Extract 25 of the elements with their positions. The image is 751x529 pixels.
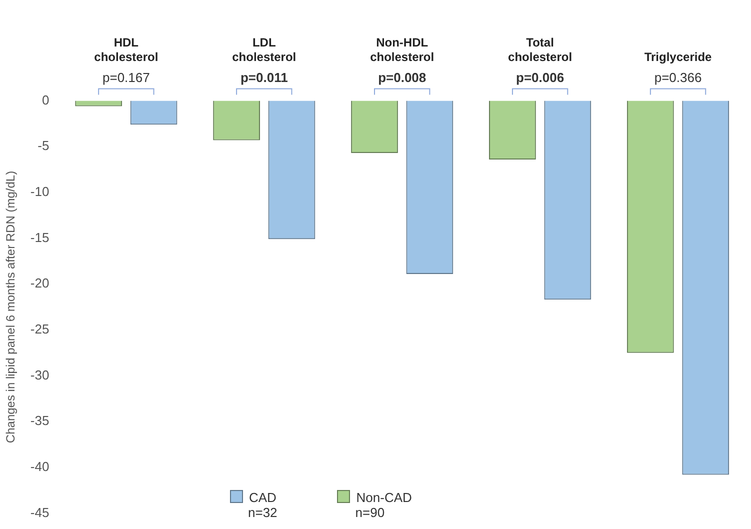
x-tick-label: Non-HDL cholesterol [370,36,434,64]
x-tick-label: Triglyceride [644,50,712,64]
text: p=0.167 [102,70,150,85]
text: p=0.008 [378,70,426,85]
annotation: n=32 [247,505,278,520]
text: p=0.366 [654,70,702,85]
y-tick-label: -45 [30,504,50,520]
x-tick-label: Total cholesterol [508,36,572,64]
legend-label: CAD [248,490,276,505]
text: p=0.006 [516,70,564,85]
x-tick-label: HDL cholesterol [94,36,158,64]
x-tick-label: LDL cholesterol [232,36,296,64]
y-tick-label: -15 [30,230,50,245]
legend-label: Non-CAD [355,490,412,505]
y-tick-label: -30 [30,367,50,382]
y-tick-label: -25 [30,321,50,336]
annotation: n=90 [354,505,385,520]
y-tick-label: -35 [30,413,50,428]
y-tick-label: -20 [30,276,50,291]
y-tick-label: 0 [42,92,50,108]
y-tick-label: -5 [38,138,50,154]
text: p=0.011 [240,70,288,85]
y-axis-title: Changes in lipid panel 6 months after RDN (mg/dL) [4,170,18,444]
y-tick-label: -40 [30,458,50,474]
y-tick-label: -10 [30,184,50,200]
